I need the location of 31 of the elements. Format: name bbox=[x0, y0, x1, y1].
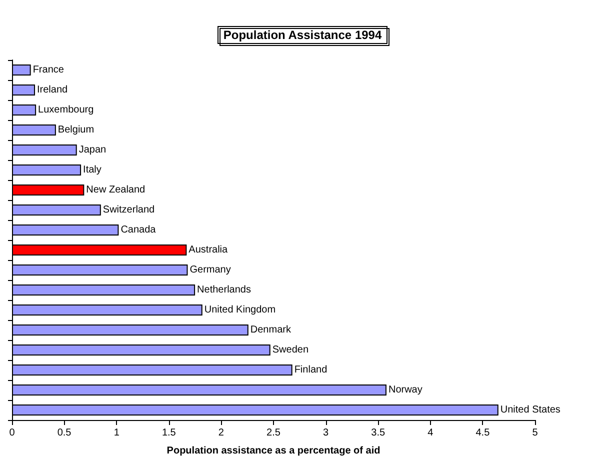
x-tick-label: 1 bbox=[114, 428, 120, 438]
y-tick-label: Italy bbox=[83, 164, 102, 176]
x-tick-label: 2 bbox=[218, 428, 224, 438]
y-tick-label: France bbox=[32, 64, 64, 76]
y-tick-label: Japan bbox=[78, 144, 106, 156]
y-tick-label: Denmark bbox=[250, 324, 292, 336]
y-tick-label: Netherlands bbox=[197, 284, 251, 296]
chart-title: Population Assistance 1994 bbox=[223, 28, 382, 42]
y-tick-label: Belgium bbox=[58, 124, 94, 136]
y-tick-label: Norway bbox=[388, 384, 422, 396]
x-tick-label: 3 bbox=[323, 428, 330, 438]
x-axis-title: Population assistance as a percentage of aid bbox=[166, 446, 380, 456]
y-tick-label: Germany bbox=[190, 264, 231, 276]
x-tick-label: 4.5 bbox=[476, 428, 490, 438]
x-tick-label: 4 bbox=[428, 428, 434, 438]
y-tick-label: United States bbox=[500, 404, 560, 416]
y-tick-label: Finland bbox=[294, 364, 328, 376]
x-tick-label: 3.5 bbox=[371, 428, 386, 438]
y-tick-label: Luxembourg bbox=[38, 104, 94, 116]
y-tick-label: New Zealand bbox=[86, 184, 146, 196]
x-tick-label: 0 bbox=[9, 428, 16, 438]
x-tick-label: 2.5 bbox=[266, 428, 281, 438]
y-tick-label: Ireland bbox=[37, 84, 68, 96]
y-tick-label: Canada bbox=[120, 224, 156, 236]
x-tick-label: 0.5 bbox=[57, 428, 72, 438]
y-tick-label: United Kingdom bbox=[204, 304, 276, 316]
y-tick-label: Australia bbox=[188, 244, 228, 256]
x-tick-label: 1.5 bbox=[162, 428, 176, 438]
y-tick-label: Sweden bbox=[272, 344, 309, 356]
y-tick-label: Switzerland bbox=[102, 204, 155, 216]
x-tick-label: 5 bbox=[532, 428, 538, 438]
